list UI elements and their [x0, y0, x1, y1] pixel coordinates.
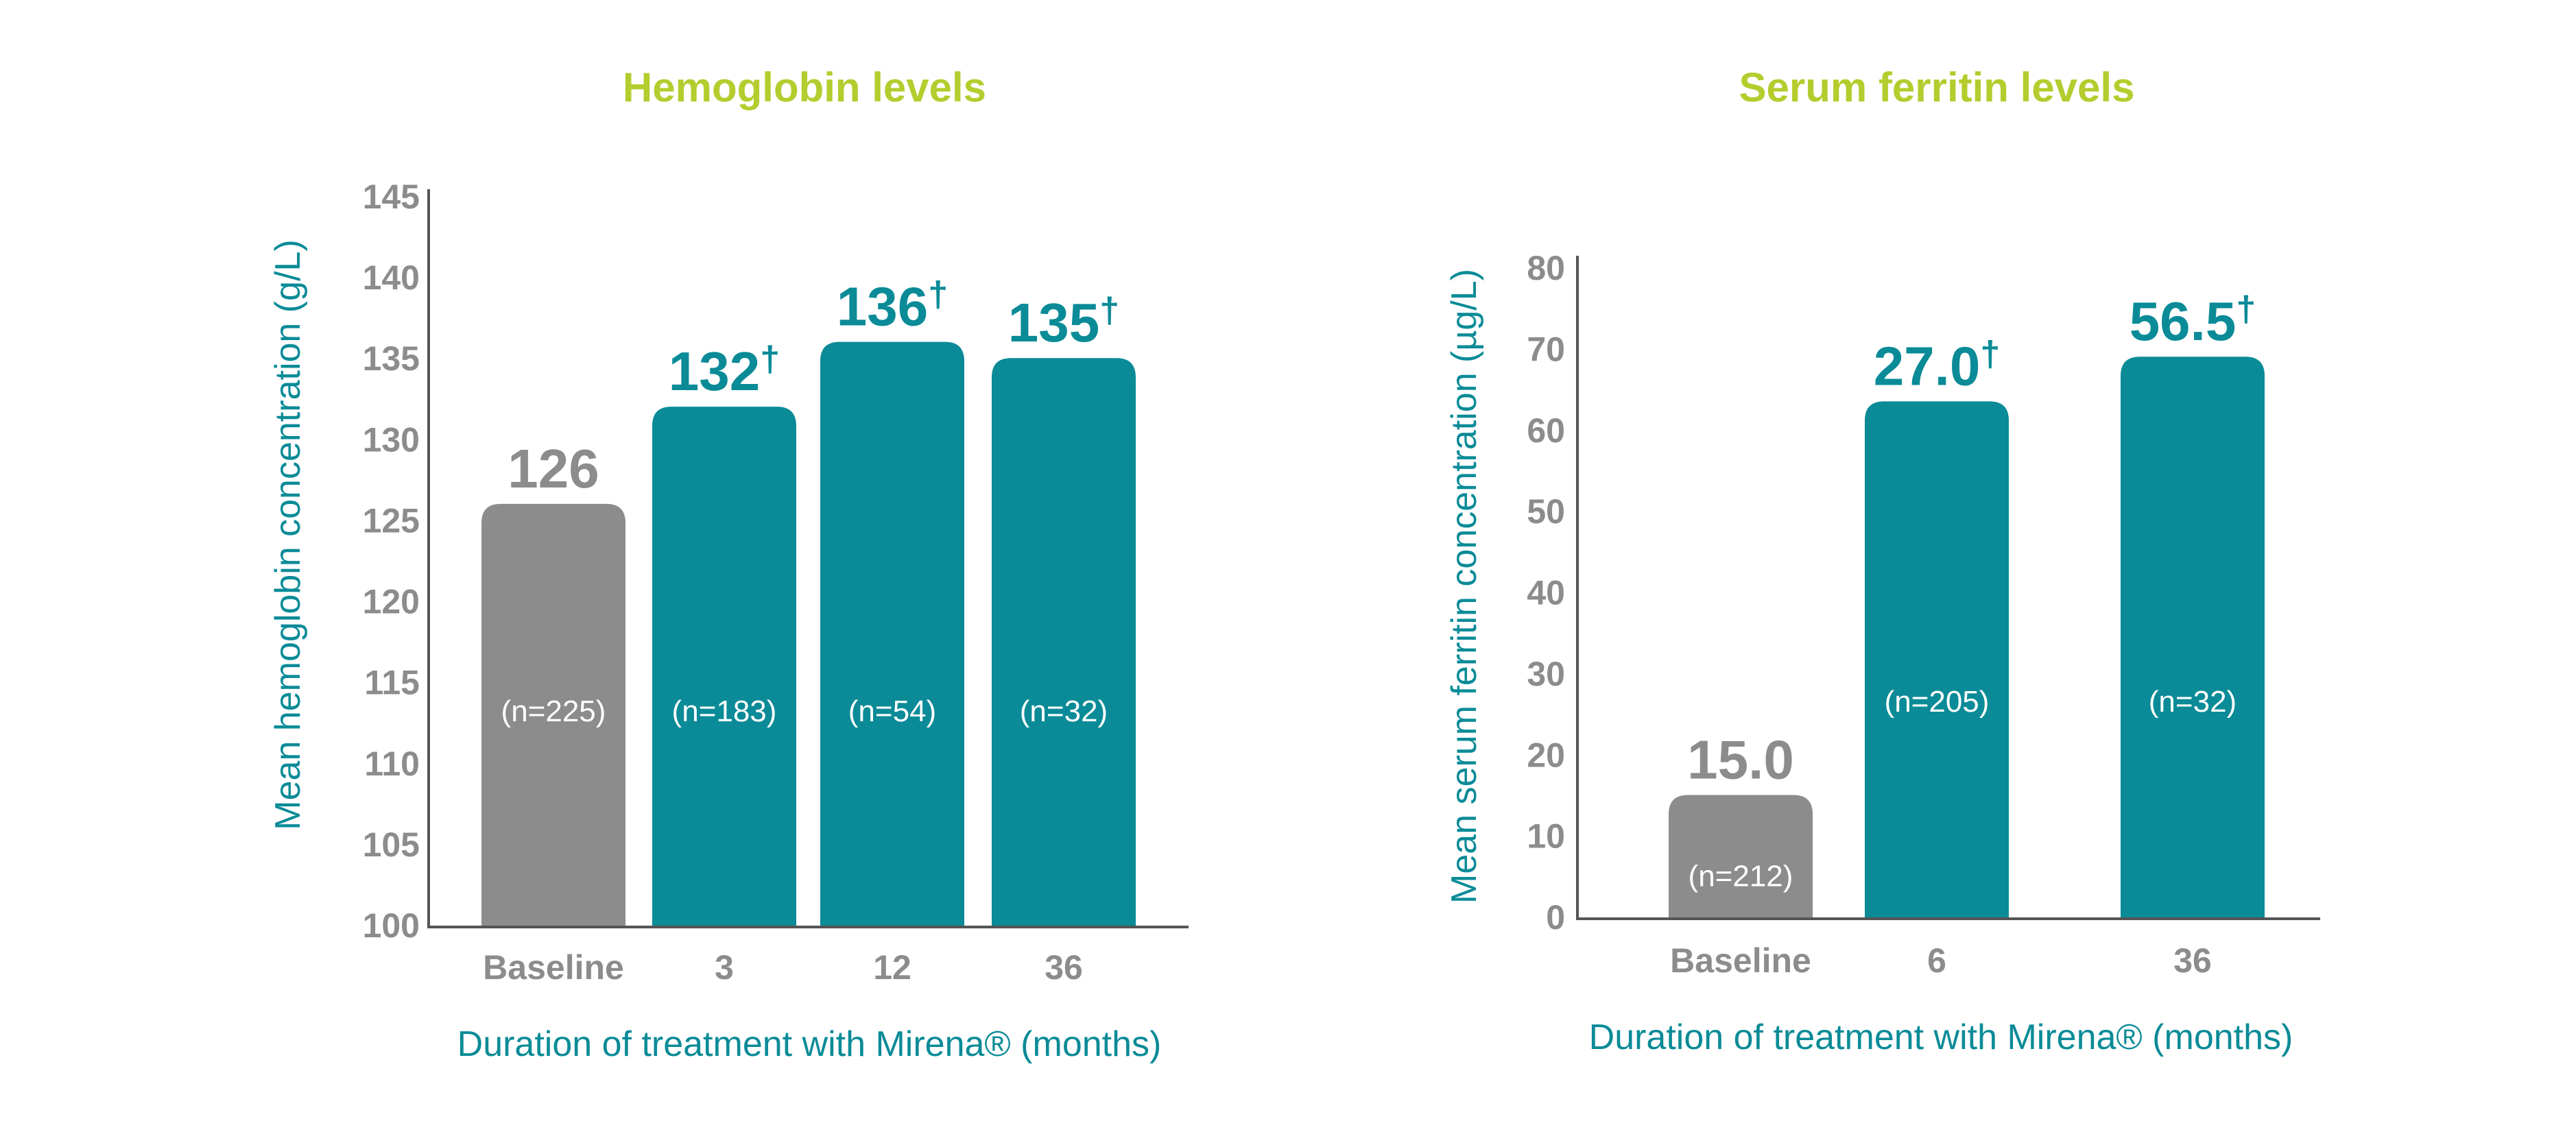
ferritin-y-tick-label: 20 [1527, 736, 1565, 774]
hemoglobin-axes [427, 189, 1189, 928]
hemoglobin-chart: Hemoglobin levels Mean hemoglobin concen… [268, 64, 1189, 1064]
ferritin-labels: 15.0 (n=212) Baseline 27.0† (n=205) 6 56.5† (n=… [1670, 289, 2256, 980]
hemoglobin-y-tick-label: 135 [363, 339, 420, 378]
hemoglobin-y-axis-label: Mean hemoglobin concentration (g/L) [268, 239, 308, 830]
hemoglobin-bar [481, 503, 625, 926]
hemoglobin-y-tick-label: 145 [363, 178, 420, 216]
ferritin-bars [1669, 357, 2265, 917]
hemoglobin-bar [992, 358, 1136, 926]
ferritin-y-axis-label: Mean serum ferritin concentration (µg/L) [1444, 269, 1484, 904]
hemoglobin-y-tick-label: 100 [363, 906, 420, 945]
ferritin-category-label: 36 [2173, 941, 2212, 980]
ferritin-chart: Serum ferritin levels Mean serum ferriti… [1444, 64, 2320, 1057]
hemoglobin-bar [820, 341, 964, 926]
ferritin-bar [1669, 795, 1813, 917]
ferritin-y-tick-label: 0 [1546, 898, 1565, 937]
ferritin-y-tick-label: 60 [1527, 411, 1565, 450]
hemoglobin-n-label: (n=54) [848, 695, 936, 728]
ferritin-y-tick-label: 80 [1527, 249, 1565, 287]
hemoglobin-bars [481, 341, 1136, 926]
hemoglobin-x-axis-label: Duration of treatment with Mirena® (mont… [457, 1024, 1162, 1064]
hemoglobin-y-tick-label: 130 [363, 420, 420, 459]
hemoglobin-dagger: † [760, 339, 780, 379]
ferritin-value-label: 15.0 [1687, 729, 1794, 790]
hemoglobin-y-tick-label: 110 [364, 745, 420, 783]
hemoglobin-y-tick-label: 105 [363, 826, 420, 864]
ferritin-n-label: (n=212) [1689, 860, 1793, 893]
ferritin-y-tick-label: 40 [1527, 574, 1565, 612]
ferritin-value-label: 56.5† [2130, 289, 2256, 352]
hemoglobin-n-label: (n=183) [672, 695, 777, 728]
ferritin-n-label: (n=205) [1885, 685, 1990, 719]
ferritin-x-axis-label: Duration of treatment with Mirena® (mont… [1589, 1017, 2293, 1057]
hemoglobin-n-label: (n=225) [501, 695, 606, 728]
ferritin-y-tick-label: 10 [1527, 817, 1565, 856]
ferritin-y-tick-label: 50 [1527, 492, 1565, 531]
hemoglobin-dagger: † [928, 275, 948, 315]
ferritin-category-label: Baseline [1670, 941, 1811, 980]
hemoglobin-y-tick-label: 115 [364, 664, 420, 702]
hemoglobin-y-ticks: 100 105 110 115 120 125 130 135 140 145 [363, 178, 420, 945]
hemoglobin-category-label: Baseline [483, 948, 624, 987]
hemoglobin-y-tick-label: 120 [363, 583, 420, 621]
ferritin-y-tick-label: 30 [1527, 655, 1565, 693]
ferritin-bar [2121, 357, 2265, 917]
hemoglobin-value-label: 132† [669, 339, 780, 402]
hemoglobin-n-label: (n=32) [1020, 695, 1108, 728]
hemoglobin-category-label: 3 [715, 948, 734, 987]
hemoglobin-category-label: 12 [873, 948, 911, 987]
hemoglobin-bar [652, 407, 796, 926]
ferritin-y-tick-label: 70 [1527, 330, 1565, 368]
hemoglobin-y-tick-label: 140 [363, 258, 420, 297]
ferritin-chart-title: Serum ferritin levels [1739, 64, 2135, 110]
ferritin-bar [1865, 401, 2009, 917]
ferritin-axes [1576, 256, 2320, 920]
ferritin-dagger: † [1980, 334, 2000, 374]
hemoglobin-y-tick-label: 125 [363, 501, 420, 540]
hemoglobin-value-label: 136† [837, 275, 948, 337]
hemoglobin-dagger: † [1099, 291, 1119, 330]
hemoglobin-value-label: 126 [508, 438, 599, 499]
hemoglobin-category-label: 36 [1045, 948, 1083, 987]
hemoglobin-value-label: 135† [1008, 291, 1119, 353]
ferritin-category-label: 6 [1927, 941, 1946, 980]
ferritin-n-label: (n=32) [2149, 685, 2237, 719]
ferritin-dagger: † [2236, 289, 2256, 329]
hemoglobin-chart-title: Hemoglobin levels [623, 64, 986, 110]
ferritin-value-label: 27.0† [1874, 334, 2001, 396]
ferritin-y-ticks: 0 10 20 30 40 50 60 70 80 [1527, 249, 1565, 937]
